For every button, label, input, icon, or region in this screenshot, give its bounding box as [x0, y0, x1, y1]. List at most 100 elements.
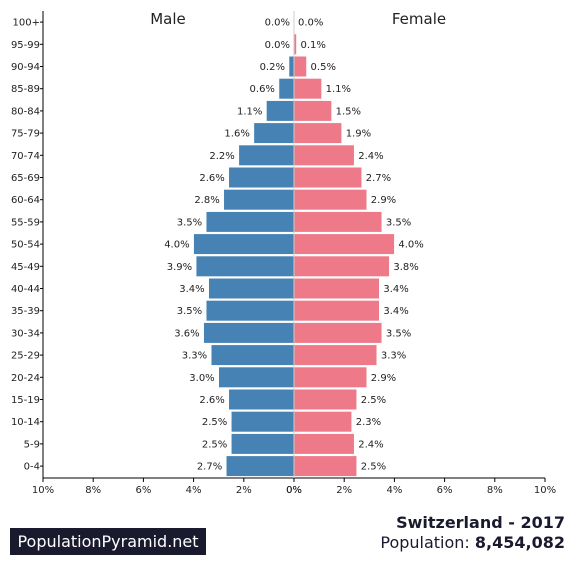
female-value-label: 1.5%: [336, 106, 361, 117]
female-value-label: 3.4%: [383, 306, 408, 317]
population-label: Population:: [380, 533, 470, 552]
female-bar: [293, 411, 353, 433]
female-bar: [293, 344, 378, 366]
female-bar: [293, 100, 332, 122]
x-tick-label: 10%: [32, 485, 54, 496]
female-bar: [293, 166, 363, 189]
male-value-label: 2.2%: [209, 151, 234, 162]
female-value-label: 2.9%: [371, 195, 396, 206]
female-bar: [293, 189, 368, 211]
x-tick-label: 2%: [336, 485, 352, 496]
x-tick-label: 2%: [236, 485, 252, 496]
female-value-label: 3.8%: [393, 262, 418, 273]
female-bar: [293, 211, 383, 233]
male-value-label: 3.0%: [189, 373, 214, 384]
male-value-label: 1.1%: [237, 106, 262, 117]
female-value-label: 2.9%: [371, 373, 396, 384]
female-value-label: 3.3%: [381, 351, 406, 362]
female-bar: [293, 78, 322, 100]
female-bar: [293, 366, 368, 388]
male-value-label: 0.0%: [265, 18, 290, 29]
age-label: 15-19: [11, 395, 40, 406]
age-label: 70-74: [11, 151, 40, 162]
age-label: 40-44: [11, 284, 40, 295]
male-value-label: 3.3%: [182, 351, 207, 362]
male-bar: [205, 211, 295, 233]
female-value-label: 3.4%: [383, 284, 408, 295]
female-bar: [293, 233, 395, 255]
male-value-label: 3.6%: [174, 328, 199, 339]
age-label: 75-79: [11, 129, 40, 140]
age-label: 55-59: [11, 217, 40, 228]
age-label: 50-54: [11, 240, 40, 251]
male-bar: [228, 388, 295, 411]
female-value-label: 3.5%: [386, 328, 411, 339]
female-bar: [293, 322, 383, 344]
population-text: Population: 8,454,082: [380, 533, 565, 552]
male-bar: [230, 411, 295, 433]
female-bar: [293, 255, 390, 277]
female-value-label: 0.5%: [311, 62, 336, 73]
male-bar: [225, 455, 295, 477]
age-label: 95-99: [11, 40, 40, 51]
female-value-label: 2.5%: [361, 395, 386, 406]
age-label: 45-49: [11, 262, 40, 273]
x-tick-label: 4%: [386, 485, 402, 496]
female-bar: [293, 388, 358, 411]
female-value-label: 2.5%: [361, 462, 386, 473]
male-bar: [195, 255, 295, 277]
female-value-label: 2.4%: [358, 151, 383, 162]
age-label: 25-29: [11, 351, 40, 362]
population-value: 8,454,082: [474, 533, 565, 552]
age-label: 80-84: [11, 106, 40, 117]
female-value-label: 2.4%: [358, 439, 383, 450]
female-value-label: 0.0%: [298, 18, 323, 29]
female-value-label: 3.5%: [386, 217, 411, 228]
male-bar: [203, 322, 295, 344]
x-tick-label: 8%: [85, 485, 101, 496]
male-bar: [230, 433, 295, 455]
population-pyramid-chart: Male Female 100+ 0.0% 0.0% 95-99 0.0% 0.1% 90-94…: [11, 10, 556, 496]
female-value-label: 1.9%: [346, 129, 371, 140]
male-value-label: 3.9%: [167, 262, 192, 273]
age-label: 100+: [13, 18, 40, 29]
x-tick-label: 4%: [186, 485, 202, 496]
male-bar: [266, 100, 295, 122]
male-value-label: 0.0%: [265, 40, 290, 51]
male-bar: [193, 233, 295, 255]
female-bar: [293, 277, 380, 300]
x-tick-label: 6%: [135, 485, 151, 496]
age-label: 20-24: [11, 373, 40, 384]
age-label: 0-4: [24, 462, 40, 473]
female-bar: [293, 433, 355, 455]
male-value-label: 1.6%: [224, 129, 249, 140]
male-bar: [223, 189, 295, 211]
male-value-label: 2.8%: [194, 195, 219, 206]
male-value-label: 4.0%: [164, 240, 189, 251]
age-label: 5-9: [24, 439, 40, 450]
male-value-label: 2.7%: [197, 462, 222, 473]
x-tick-label: 8%: [487, 485, 503, 496]
female-header: Female: [392, 10, 446, 28]
male-header: Male: [150, 10, 186, 28]
x-tick-label: 0%: [286, 485, 302, 496]
age-label: 30-34: [11, 328, 40, 339]
male-bar: [218, 366, 295, 388]
female-bar: [293, 122, 342, 144]
female-value-label: 4.0%: [398, 240, 423, 251]
x-tick-label: 10%: [534, 485, 556, 496]
age-label: 10-14: [11, 417, 40, 428]
female-bar: [293, 300, 380, 322]
female-bar: [293, 455, 358, 477]
male-value-label: 2.6%: [199, 395, 224, 406]
age-label: 60-64: [11, 195, 40, 206]
female-value-label: 2.3%: [356, 417, 381, 428]
brand-logo-link[interactable]: PopulationPyramid.net: [10, 528, 206, 555]
country-year-title: Switzerland - 2017: [396, 513, 565, 532]
male-value-label: 0.6%: [250, 84, 275, 95]
male-value-label: 3.4%: [179, 284, 204, 295]
male-bar: [288, 55, 295, 78]
x-tick-label: 0%: [286, 485, 302, 496]
male-value-label: 0.2%: [260, 62, 285, 73]
female-bar: [293, 144, 355, 166]
